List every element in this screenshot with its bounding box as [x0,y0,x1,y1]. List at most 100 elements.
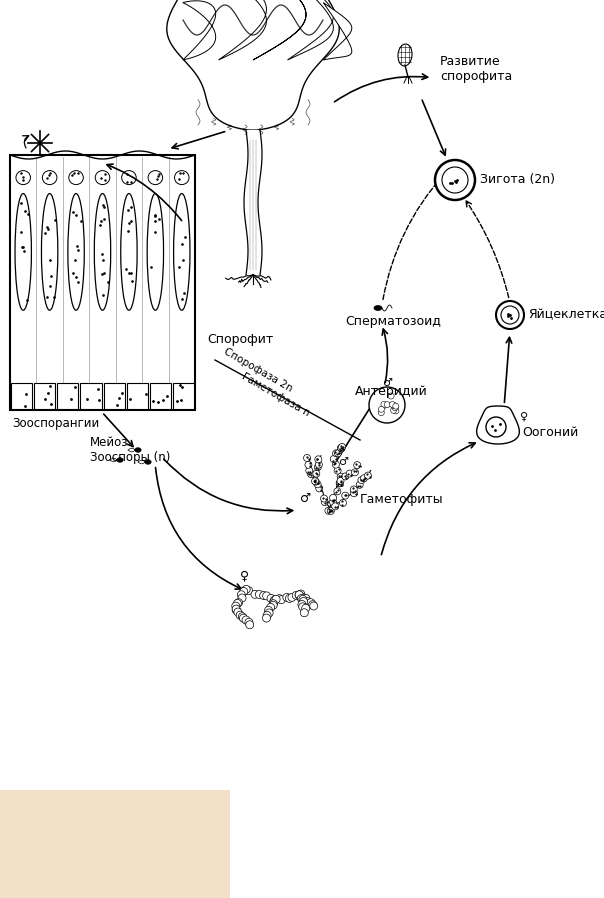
Circle shape [334,488,341,495]
Ellipse shape [173,194,190,310]
Circle shape [307,471,315,478]
Text: ♂: ♂ [338,457,348,467]
Circle shape [393,408,399,414]
Circle shape [337,473,344,480]
Circle shape [251,590,259,598]
Circle shape [232,605,240,613]
Text: Яйцеклетка: Яйцеклетка [528,309,604,321]
Ellipse shape [398,44,412,66]
Circle shape [335,450,341,457]
Circle shape [312,478,320,485]
Circle shape [275,594,283,603]
Polygon shape [253,0,306,60]
Polygon shape [183,1,216,60]
Circle shape [333,450,339,457]
Circle shape [297,590,305,598]
Circle shape [269,600,277,608]
Circle shape [310,602,318,610]
Circle shape [292,592,300,599]
Circle shape [240,587,248,595]
Ellipse shape [16,171,30,185]
Circle shape [392,405,398,410]
Ellipse shape [121,194,137,310]
Circle shape [364,472,371,479]
Circle shape [342,473,349,480]
Ellipse shape [148,171,162,185]
Text: Спорофит: Спорофит [207,333,273,347]
Circle shape [242,585,250,594]
Text: Мейоз: Мейоз [90,436,129,450]
Circle shape [288,594,296,602]
Circle shape [267,603,275,612]
Ellipse shape [175,171,189,185]
Circle shape [234,599,243,607]
Circle shape [352,469,358,476]
Circle shape [299,603,307,611]
Circle shape [309,601,316,609]
Circle shape [342,492,349,499]
Polygon shape [323,3,352,60]
Circle shape [337,478,344,485]
Bar [11,383,32,409]
Circle shape [271,596,278,603]
Bar [127,383,148,409]
Circle shape [272,595,280,603]
Circle shape [501,306,519,324]
Circle shape [314,463,321,471]
Circle shape [327,506,333,514]
Text: ♀: ♀ [520,412,528,422]
Text: ♂: ♂ [382,378,392,388]
Circle shape [391,402,397,409]
Circle shape [265,606,272,614]
Circle shape [297,593,305,601]
Text: Гаметофиты: Гаметофиты [360,494,443,506]
Ellipse shape [135,448,141,453]
Circle shape [435,160,475,200]
Circle shape [302,594,310,603]
Circle shape [388,393,394,399]
Circle shape [339,499,347,506]
Circle shape [265,609,273,617]
Ellipse shape [68,194,85,310]
Bar [173,383,194,409]
Ellipse shape [147,194,164,310]
Circle shape [236,612,244,619]
Circle shape [240,587,248,595]
Circle shape [369,387,405,423]
Circle shape [336,480,343,487]
Circle shape [239,614,248,622]
Bar [57,383,79,409]
Circle shape [286,594,294,603]
Circle shape [246,621,254,629]
Circle shape [327,507,334,515]
Bar [10,155,195,410]
Ellipse shape [69,171,83,185]
Circle shape [390,401,396,408]
Circle shape [245,586,252,594]
Text: Гаметофаза n: Гаметофаза n [240,372,311,418]
Ellipse shape [15,194,31,310]
Bar [80,383,101,409]
Circle shape [267,594,275,603]
Ellipse shape [42,171,57,185]
Circle shape [338,445,344,452]
Circle shape [354,462,361,469]
Circle shape [300,609,308,617]
Polygon shape [167,0,339,130]
Circle shape [321,498,329,506]
Text: Сперматозоид: Сперматозоид [345,315,441,329]
Circle shape [378,409,384,416]
Circle shape [263,612,271,620]
Circle shape [263,592,271,600]
Circle shape [307,599,315,607]
Circle shape [361,475,367,481]
Circle shape [270,597,278,605]
Text: ♀: ♀ [240,569,249,583]
Circle shape [338,445,345,452]
Circle shape [346,470,353,477]
Circle shape [442,167,468,193]
Circle shape [325,507,332,515]
Circle shape [295,591,303,599]
Circle shape [378,406,384,412]
Circle shape [339,444,345,451]
